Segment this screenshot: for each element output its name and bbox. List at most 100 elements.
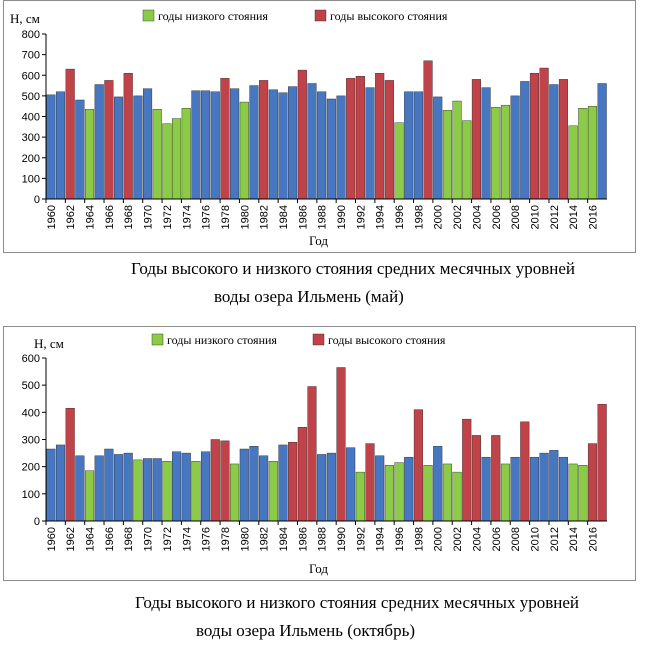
y-tick-label: 100 (22, 173, 40, 185)
chart-october: 0 100 200 300 400 500 600 1960 1962 1964 1966 1968 1… (3, 326, 636, 581)
bar-1974 (181, 452, 191, 522)
legend-high-swatch (312, 333, 325, 346)
x-tick-label: 1982 (259, 205, 271, 229)
bar-1982 (259, 455, 269, 522)
bar-1967 (114, 454, 124, 522)
bar-1966 (104, 80, 114, 200)
bar-2004 (471, 79, 481, 200)
bar-1978 (220, 440, 230, 522)
x-tick-label: 1994 (375, 527, 387, 551)
bar-1976 (201, 451, 211, 522)
x-tick-label: 1960 (46, 205, 58, 229)
x-tick-label: 2012 (549, 205, 561, 229)
bar-2000 (433, 96, 443, 200)
bar-1974 (181, 108, 191, 200)
bar-1973 (172, 451, 182, 522)
bar-2001 (442, 463, 452, 522)
x-tick-label: 2000 (433, 205, 445, 229)
legend-low-swatch (151, 333, 164, 346)
bar-2008 (510, 456, 520, 522)
bar-1998 (413, 409, 423, 522)
bar-2004 (471, 435, 481, 522)
x-tick-label: 1970 (143, 205, 155, 229)
bar-1995 (384, 465, 394, 522)
x-tick-label: 1972 (162, 527, 174, 551)
bar-1999 (423, 465, 433, 522)
bar-1982 (259, 80, 269, 200)
x-tick-label: 1986 (297, 527, 309, 551)
y-axis-title: Н, см (34, 336, 64, 351)
bar-1990 (336, 367, 346, 522)
bar-2010 (529, 456, 539, 522)
x-tick-label: 1984 (278, 205, 290, 229)
y-tick-label: 300 (22, 435, 40, 447)
x-tick-label: 2008 (510, 205, 522, 229)
bar-2017 (597, 403, 607, 522)
x-tick-label: 1988 (317, 205, 329, 229)
bar-1995 (384, 80, 394, 200)
x-tick-label: 1990 (336, 527, 348, 551)
x-tick-label: 1998 (413, 527, 425, 551)
x-tick-label: 1984 (278, 527, 290, 551)
bar-2010 (529, 72, 539, 200)
x-tick-label: 1982 (259, 527, 271, 551)
x-tick-label: 1996 (394, 527, 406, 551)
bar-1969 (133, 95, 143, 200)
bar-2002 (452, 471, 462, 522)
bar-1970 (143, 458, 153, 522)
bar-1972 (162, 123, 172, 200)
bar-2014 (568, 463, 578, 522)
bar-1985 (288, 442, 298, 522)
bar-1961 (55, 444, 66, 522)
x-tick-label: 1970 (143, 527, 155, 551)
bar-2007 (500, 104, 510, 200)
x-tick-label: 1986 (297, 205, 309, 229)
x-axis-title: Год (309, 561, 328, 576)
x-tick-label: 2000 (433, 527, 445, 551)
x-tick-label: 1988 (317, 527, 329, 551)
y-tick-label: 500 (22, 380, 40, 392)
chart-may: 0 100 200 300 400 500 600 700 800 1960 1962 1964 196… (3, 0, 636, 253)
bar-1965 (94, 455, 104, 522)
chart-may-plot: 0 100 200 300 400 500 600 700 800 1960 1962 1964 196… (10, 9, 607, 248)
bar-2013 (558, 79, 569, 200)
bar-1978 (220, 78, 230, 200)
bar-1977 (210, 91, 220, 200)
bar-2016 (587, 105, 598, 200)
x-tick-label: 2008 (510, 527, 522, 551)
bar-1983 (268, 461, 278, 522)
bar-1973 (172, 118, 182, 200)
bar-1979 (230, 463, 240, 522)
bar-2017 (597, 83, 607, 200)
x-tick-label: 1964 (85, 205, 97, 229)
bar-1991 (346, 447, 356, 522)
x-tick-label: 2016 (587, 527, 599, 551)
bar-1994 (375, 455, 385, 522)
x-tick-label: 2006 (491, 205, 503, 229)
bar-2015 (578, 465, 588, 522)
y-tick-label: 400 (22, 407, 40, 419)
bar-2003 (462, 120, 472, 200)
bar-2012 (549, 450, 559, 522)
bar-1999 (423, 60, 433, 200)
x-tick-label: 1998 (413, 205, 425, 229)
bar-1970 (143, 88, 153, 200)
x-tick-label: 1960 (46, 527, 58, 551)
bar-1972 (162, 461, 172, 522)
bar-1968 (123, 72, 133, 200)
x-tick-label: 2016 (587, 205, 599, 229)
bar-2009 (520, 81, 530, 200)
x-tick-label: 2014 (568, 527, 580, 551)
x-tick-label: 2010 (529, 527, 541, 551)
bar-1964 (84, 470, 95, 522)
bar-1961 (55, 91, 66, 200)
bar-1984 (278, 92, 288, 200)
y-tick-label: 100 (22, 489, 40, 501)
x-tick-label: 2010 (529, 205, 541, 229)
bar-2014 (568, 125, 578, 200)
x-tick-label: 2002 (452, 527, 464, 551)
y-tick-label: 0 (34, 194, 40, 206)
bar-2011 (539, 452, 549, 522)
x-tick-label: 1962 (65, 205, 77, 229)
x-tick-label: 2004 (471, 205, 483, 229)
